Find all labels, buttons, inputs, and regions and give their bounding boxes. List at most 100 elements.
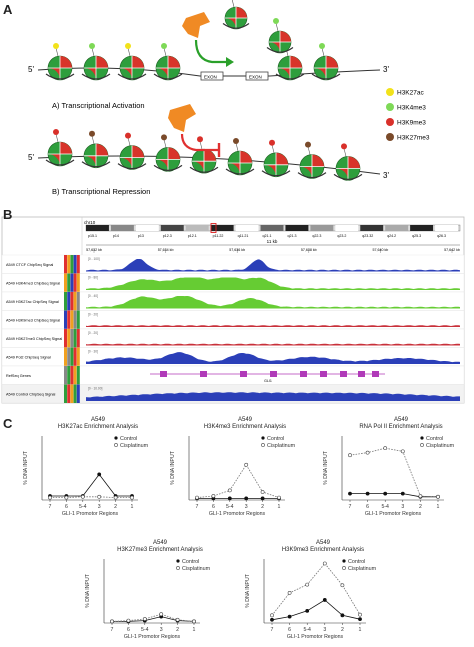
cisplatinum-point	[130, 495, 134, 500]
track-row: A549 H3K4me3 ChipSeq Signal [0 - 80]	[1, 273, 465, 293]
ideogram-band	[360, 225, 384, 231]
x-tick-label: 3	[401, 504, 404, 510]
activation-arrow-icon	[194, 39, 228, 64]
cisplatinum-point	[365, 450, 370, 455]
chart-title: A549	[153, 540, 168, 546]
legend-label: H3K9me3	[397, 120, 426, 127]
repression-nucleosome-icon	[297, 141, 327, 179]
cisplatinum-point	[322, 561, 327, 566]
control-point	[358, 617, 362, 622]
band-label: q24.2	[387, 234, 396, 238]
repression-3prime: 3'	[383, 171, 389, 180]
activation-nucleosome-icon	[81, 43, 111, 81]
activation-histone-mark-icon	[89, 43, 95, 49]
repression-nucleosome-icon	[117, 132, 147, 170]
cisplatinum-line	[271, 562, 361, 616]
exon-label-2: EXON	[249, 75, 262, 80]
cisplatinum-point	[418, 494, 423, 499]
repression-histone-mark-icon	[233, 138, 239, 144]
x-tick-label: 7	[49, 504, 52, 510]
ideogram-band	[385, 225, 409, 231]
legend-cisplatinum-marker	[420, 443, 424, 447]
repression-nucleosome-icon	[45, 129, 75, 167]
control-point	[305, 608, 310, 613]
activation-3prime: 3'	[383, 65, 389, 74]
exon-box-1	[200, 71, 224, 81]
legend-label: H3K27me3	[397, 135, 430, 142]
x-tick-label: 2	[341, 627, 344, 633]
gene-exon	[160, 371, 167, 377]
x-axis-label: GLI-1 Promotor Regions	[124, 634, 181, 640]
activation-histone-mark-icon	[53, 43, 59, 49]
x-tick-label: 2	[114, 504, 117, 510]
track-signal	[86, 259, 460, 272]
legend-control-marker	[176, 559, 180, 563]
control-point	[322, 598, 327, 602]
cisplatinum-line	[349, 447, 439, 498]
ideogram-band	[185, 225, 209, 231]
track-range: [0 - 100]	[88, 257, 100, 261]
x-tick-label: 3	[323, 627, 326, 633]
cisplatinum-point	[340, 583, 345, 588]
repression-histone-mark-icon	[341, 143, 347, 150]
ideogram-band	[110, 225, 134, 231]
x-tick-label: 5-4	[381, 504, 389, 510]
legend-label: H3K27ac	[397, 90, 424, 97]
track-row: A549 CTCF ChipSeq Signal [0 - 100]	[1, 254, 465, 274]
released-histone-mark-icon	[273, 18, 279, 24]
activator-protein-icon	[182, 12, 210, 38]
x-tick-label: 7	[196, 504, 199, 510]
x-tick-label: 1	[359, 627, 362, 633]
panel-b: B chr10 p15.1 p14 p13 p12.3 p12.1 p11.22 q11.2…	[0, 205, 474, 405]
track-row: A549 H3K27me3 ChipSeq Signal [0 - 20]	[1, 328, 465, 348]
histone-diagram: 5' 3' A) Transcriptional Activation 5' 3…	[28, 0, 430, 196]
gene-exon	[300, 371, 307, 377]
ideogram-band	[210, 225, 234, 231]
control-point	[270, 617, 274, 622]
control-line	[271, 599, 361, 621]
activation-caption: A) Transcriptional Activation	[52, 101, 145, 110]
locus-marker	[210, 223, 217, 233]
repression-nucleosome-icon	[81, 130, 111, 169]
gene-exon	[240, 371, 247, 377]
track-name: A549 CTCF ChipSeq Signal	[6, 263, 53, 267]
band-label: p13	[138, 234, 144, 238]
track-range: [0 - 20]	[88, 313, 98, 317]
track-row: A549 Pol2 ChipSeq Signal [0 - 30]	[1, 347, 465, 367]
released-nucleosome-icon	[222, 0, 250, 30]
cisplatinum-point	[270, 613, 274, 618]
gene-exon	[200, 371, 207, 377]
x-tick-label: 1	[278, 504, 281, 510]
band-label: q25.3	[412, 234, 421, 238]
chromosome-label: chr10	[84, 220, 96, 225]
band-label: q23.2	[337, 234, 346, 238]
chart-title: A549	[238, 417, 253, 423]
cisplatinum-point	[305, 582, 310, 587]
legend-h3k27me3-icon	[386, 133, 394, 141]
track-signal	[86, 352, 460, 364]
x-axis-label: GLI-1 Promotor Regions	[209, 511, 266, 517]
x-tick-label: 1	[193, 627, 196, 633]
band-label: p14	[113, 234, 119, 238]
activation-nucleosome-icon	[311, 43, 341, 81]
x-axis-label: GLI-1 Promotor Regions	[365, 511, 422, 517]
legend-cisplatinum-label: Cisplatinum	[426, 443, 455, 449]
repression-nucleosome-icon	[225, 138, 255, 176]
x-tick-label: 5-4	[141, 627, 149, 633]
coordinate-label: 57,632 kb	[86, 248, 102, 252]
chart-subtitle: RNA Pol II Enrichment Analysis	[359, 424, 442, 430]
chart-subtitle: H3K4me3 Enrichment Analysis	[204, 424, 286, 430]
x-tick-label: 6	[212, 504, 215, 510]
cisplatinum-point	[126, 618, 131, 623]
cisplatinum-point	[348, 453, 352, 458]
ideogram-band	[335, 225, 359, 231]
y-axis-label: % DNA INPUT	[85, 573, 91, 608]
panel-c-label: C	[3, 416, 13, 431]
panel-a-label: A	[3, 2, 13, 17]
control-point	[97, 472, 102, 477]
cisplatinum-line	[111, 613, 195, 622]
legend-control-label: Control	[182, 559, 199, 565]
repression-nucleosome-icon	[333, 143, 363, 181]
